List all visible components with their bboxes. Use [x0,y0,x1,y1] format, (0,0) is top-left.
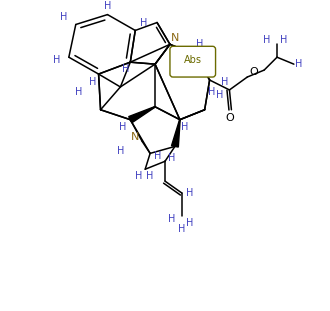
Text: H: H [154,151,162,161]
Polygon shape [129,107,155,123]
Text: O: O [225,113,234,123]
Text: Abs: Abs [184,55,202,65]
Text: H: H [280,35,288,45]
Text: H: H [75,87,82,97]
FancyBboxPatch shape [170,46,215,77]
Text: H: H [196,39,203,49]
Text: H: H [221,77,228,87]
Text: H: H [181,122,188,132]
Text: H: H [117,146,124,156]
Text: H: H [186,188,193,198]
Text: H: H [60,12,68,21]
Text: H: H [216,90,223,100]
Text: H: H [135,171,142,181]
Text: O: O [250,67,259,77]
Text: N: N [171,33,179,43]
Text: H: H [178,224,185,234]
Text: H: H [295,59,303,69]
Text: H: H [263,35,271,45]
Text: H: H [53,55,61,65]
Text: H: H [186,218,193,228]
Polygon shape [172,120,180,147]
Text: H: H [104,1,111,11]
Text: H: H [147,171,154,181]
Text: H: H [89,77,96,87]
Text: H: H [168,153,176,163]
Text: H: H [122,64,129,74]
Text: H: H [191,59,198,69]
Text: H: H [168,214,176,224]
Text: H: H [140,17,147,27]
Text: H: H [208,87,215,97]
Text: H: H [119,122,126,132]
Text: N: N [131,132,140,142]
